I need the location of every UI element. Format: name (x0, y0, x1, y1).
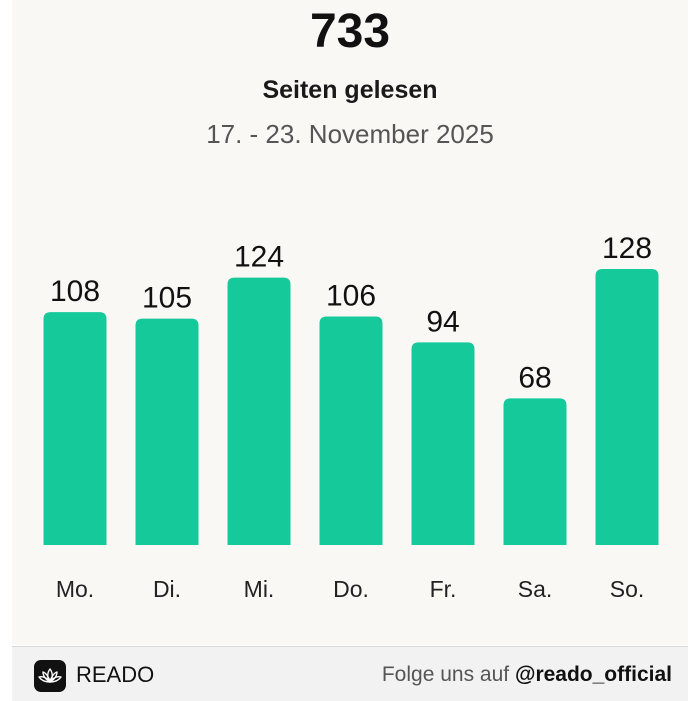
bar-fr (411, 342, 475, 545)
brand-name: READO (76, 662, 155, 687)
category-label: Mi. (244, 576, 275, 602)
bar-do (319, 316, 383, 545)
bar-chart: 108 Mo. 105 Di. 124 Mi. 106 Do. 94 Fr. 68 Sa. 128 So. (43, 232, 659, 602)
social-handle[interactable]: @reado_official (514, 663, 672, 686)
lotus-icon (34, 660, 66, 692)
bar-mi (227, 277, 291, 545)
chart-subtitle: Seiten gelesen (262, 76, 438, 104)
bar-mo (43, 312, 107, 545)
category-label: Sa. (518, 576, 553, 602)
value-label: 108 (50, 275, 100, 308)
category-label: Fr. (430, 576, 457, 602)
footer-bar: READO Folge uns auf @reado_official (12, 646, 688, 701)
value-label: 106 (326, 279, 376, 312)
value-label: 128 (602, 232, 652, 265)
date-range: 17. - 23. November 2025 (206, 119, 494, 149)
total-pages: 733 (309, 5, 391, 58)
category-label: Di. (153, 576, 181, 602)
follow-prefix: Folge uns auf (381, 663, 510, 686)
value-label: 124 (234, 241, 284, 274)
follow-text: Folge uns auf @reado_official (382, 661, 672, 689)
value-label: 94 (426, 305, 459, 338)
category-label: Do. (333, 576, 369, 602)
category-label: So. (610, 576, 645, 602)
bar-so (595, 269, 659, 545)
value-label: 105 (142, 282, 192, 315)
value-label: 68 (518, 361, 551, 394)
bar-di (135, 318, 199, 545)
bar-sa (503, 398, 567, 545)
category-label: Mo. (56, 576, 94, 602)
